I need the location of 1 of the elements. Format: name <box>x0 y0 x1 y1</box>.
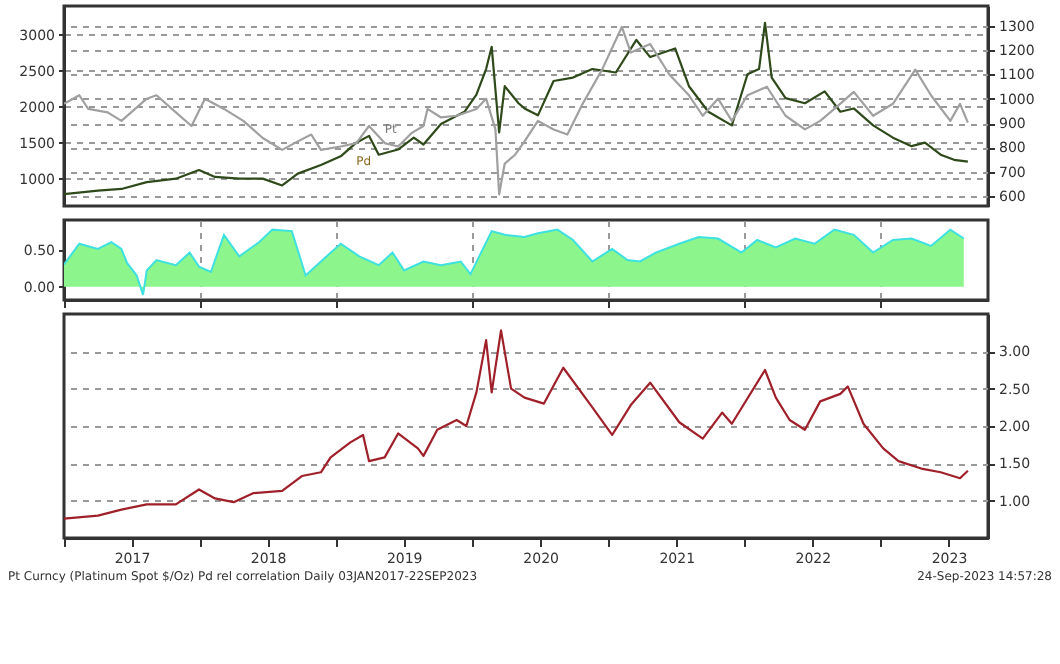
line-series <box>64 329 969 520</box>
